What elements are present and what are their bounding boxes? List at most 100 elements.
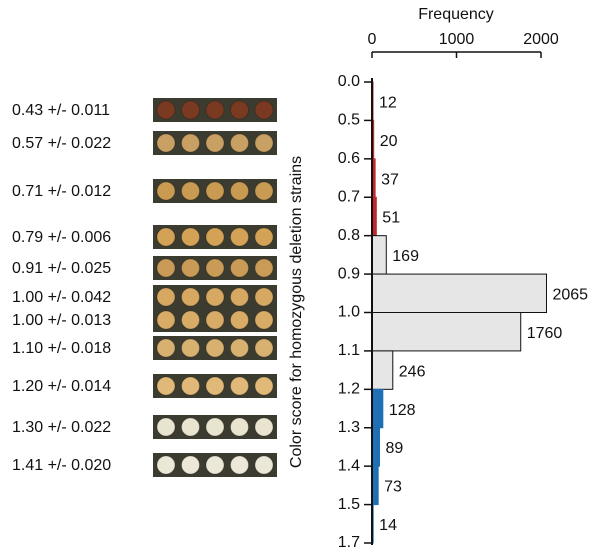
colony [254,258,274,278]
colony [205,338,225,358]
colony [254,100,274,120]
colony [230,287,249,307]
colony [156,287,176,307]
colony [205,100,225,120]
colony [156,338,176,358]
y-tick-label: 1.2 [338,381,360,398]
y-axis-title: Color score for homozygous deletion stra… [288,156,305,468]
y-tick-label: 0.8 [338,227,360,244]
colony [205,133,225,153]
plate-label: 1.10 +/- 0.018 [12,340,111,357]
colony [181,376,200,396]
x-tick-label: 2000 [523,31,559,48]
colony [205,376,225,396]
colony [254,417,274,437]
colony [156,181,176,201]
colony [205,287,225,307]
value-label: 1760 [527,325,563,342]
colony [230,227,249,247]
colony [181,133,200,153]
y-tick-label: 1.4 [338,457,360,474]
colony [254,287,274,307]
colony [181,181,200,201]
bar [371,350,394,390]
bar [371,388,384,429]
plate-label: 1.00 +/- 0.013 [12,312,111,329]
plate-label: 0.57 +/- 0.022 [12,135,111,152]
colony [254,181,274,201]
colony [254,455,274,475]
y-tick-label: 1.3 [338,419,360,436]
bar [371,427,381,467]
value-label: 128 [389,402,416,419]
plate-label: 1.20 +/- 0.014 [12,378,111,395]
colony [230,417,249,437]
x-tick-label: 1000 [439,31,475,48]
plate-label: 0.79 +/- 0.006 [12,229,111,246]
y-tick-label: 0.9 [338,265,360,282]
value-label: 14 [379,517,397,534]
value-label: 37 [381,171,399,188]
colony [181,100,200,120]
colony [181,455,200,475]
colony [254,338,274,358]
plate-label: 0.91 +/- 0.025 [12,260,111,277]
y-tick-label: 0.0 [338,73,360,90]
colony [156,227,176,247]
bar [371,312,522,352]
colony [205,417,225,437]
colony [205,310,225,330]
value-label: 73 [384,479,402,496]
colony [181,227,200,247]
colony [181,287,200,307]
colony [254,310,274,330]
colony [156,455,176,475]
value-label: 89 [386,440,404,457]
value-label: 51 [382,210,400,227]
bar [371,273,547,314]
colony [205,455,225,475]
plate-label: 0.71 +/- 0.012 [12,183,111,200]
plate-label: 1.00 +/- 0.042 [12,289,111,306]
plate-label: 1.41 +/- 0.020 [12,457,111,474]
colony [254,376,274,396]
x-axis-title: Frequency [418,6,494,23]
bar [371,235,387,275]
colony [156,100,176,120]
y-tick-label: 0.7 [338,188,360,205]
colony [230,310,249,330]
value-label: 20 [380,133,398,150]
colony [156,258,176,278]
colony [230,133,249,153]
y-tick-label: 1.1 [338,342,360,359]
colony [230,100,249,120]
y-tick-label: 1.5 [338,496,360,513]
colony [181,310,200,330]
colony [205,258,225,278]
colony [181,258,200,278]
value-label: 246 [399,363,426,380]
plate-label: 1.30 +/- 0.022 [12,419,111,436]
y-tick-label: 1.0 [338,304,360,321]
x-tick-label: 0 [368,31,377,48]
colony [156,376,176,396]
value-label: 2065 [552,287,588,304]
colony [230,338,249,358]
plate-label: 0.43 +/- 0.011 [12,102,110,119]
colony [254,133,274,153]
colony [181,338,200,358]
colony [205,227,225,247]
colony [230,376,249,396]
colony [205,181,225,201]
colony [254,227,274,247]
colony [156,310,176,330]
colony [230,181,249,201]
colony [230,258,249,278]
colony [181,417,200,437]
colony [156,417,176,437]
y-tick-label: 1.7 [338,534,360,551]
colony [156,133,176,153]
y-tick-label: 0.5 [338,112,360,129]
y-tick-label: 0.6 [338,150,360,167]
